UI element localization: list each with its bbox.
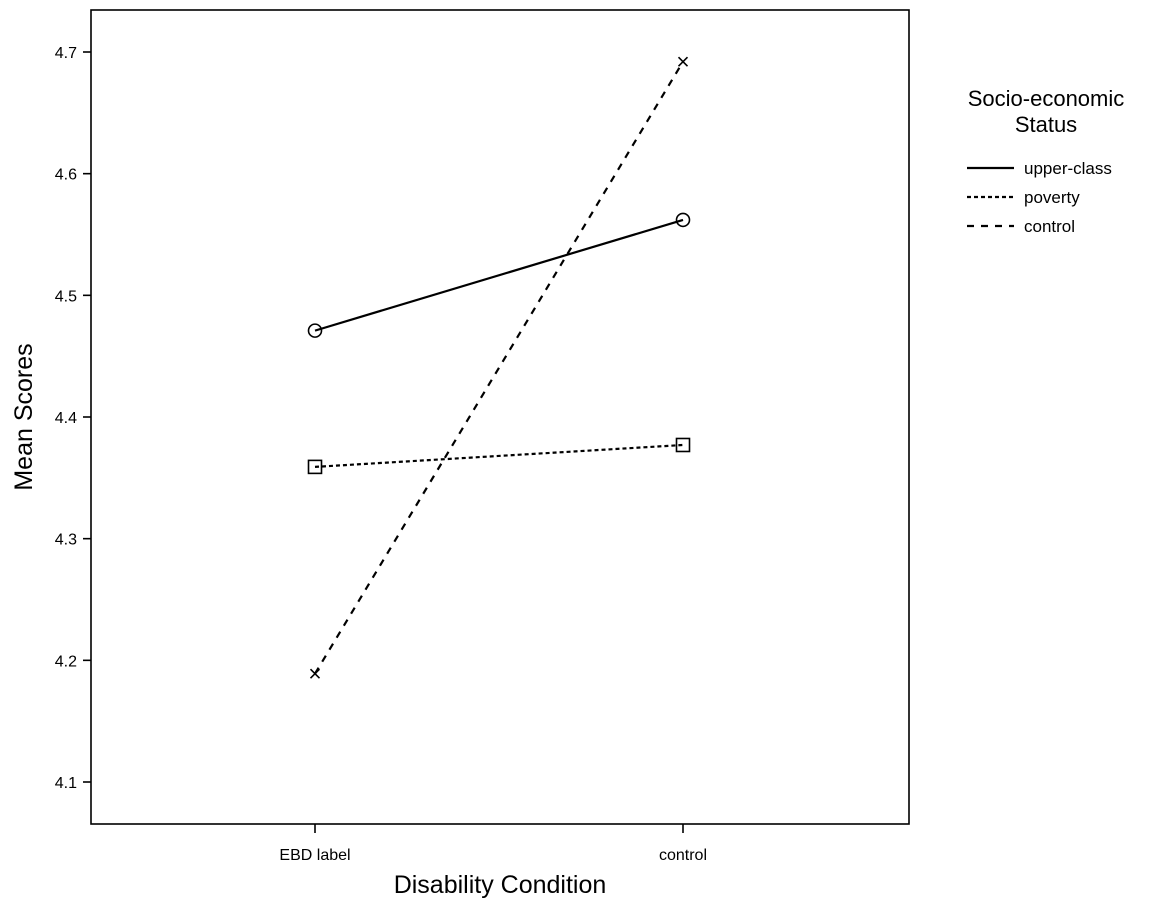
x-axis: EBD label control	[279, 824, 707, 864]
point-marker-poverty	[307, 459, 323, 475]
point-marker-control	[677, 56, 689, 67]
y-axis: 4.1 4.2 4.3 4.4 4.5 4.6 4.7	[55, 45, 91, 792]
x-axis-title: Disability Condition	[394, 871, 607, 899]
legend: Socio-economic Status upper-class poverty…	[967, 86, 1124, 236]
series-markers	[307, 56, 691, 679]
y-tick-label: 4.3	[55, 532, 77, 549]
legend-title-line-2: Status	[1015, 112, 1077, 137]
y-tick-label: 4.2	[55, 653, 77, 670]
series-line-poverty	[314, 443, 684, 468]
legend-label: control	[1024, 217, 1075, 236]
y-tick-label: 4.7	[55, 45, 77, 62]
legend-label: upper-class	[1024, 159, 1112, 178]
series-line-upper-class	[314, 218, 684, 332]
series-line-control	[314, 61, 684, 675]
y-tick-label: 4.1	[55, 775, 77, 792]
legend-item-control: control	[967, 217, 1075, 236]
y-tick-label: 4.6	[55, 167, 77, 184]
point-marker-poverty	[675, 437, 691, 453]
x-tick-label: control	[659, 847, 707, 864]
legend-item-upper-class: upper-class	[967, 159, 1112, 178]
legend-item-poverty: poverty	[967, 188, 1080, 207]
x-tick-label: EBD label	[279, 847, 350, 864]
series-lines	[314, 61, 684, 675]
y-tick-label: 4.4	[55, 410, 77, 427]
y-tick-label: 4.5	[55, 288, 77, 305]
point-marker-upper-class	[307, 323, 323, 338]
legend-title-line-1: Socio-economic	[968, 86, 1125, 111]
legend-label: poverty	[1024, 188, 1080, 207]
point-marker-upper-class	[675, 212, 691, 228]
point-marker-control	[309, 668, 321, 679]
plot-frame	[90, 9, 910, 825]
y-axis-title: Mean Scores	[10, 343, 38, 490]
